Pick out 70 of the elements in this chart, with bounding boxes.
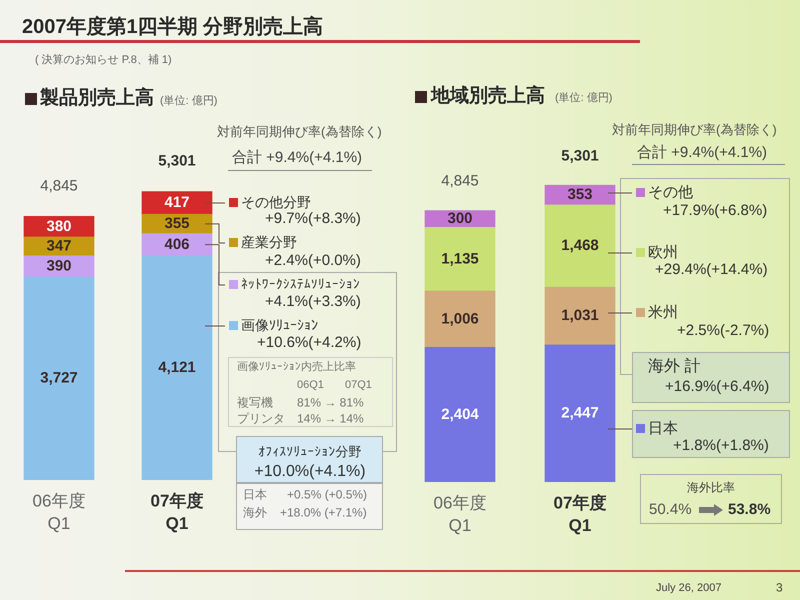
text: 2007年度第1四半期 分野別売上高 bbox=[22, 16, 324, 38]
data-label: 1,468 bbox=[561, 237, 599, 254]
text: +10.6%(+4.2%) bbox=[257, 334, 362, 352]
text: 53.8% bbox=[728, 500, 771, 518]
legend-label: その他 bbox=[648, 184, 693, 202]
text: +2.5%(-2.7%) bbox=[677, 322, 770, 340]
text: 画像ｿﾘｭｰｼｮﾝ内売上比率 bbox=[237, 360, 356, 374]
chart-subtitle: (単位: 億円) bbox=[555, 92, 612, 104]
x-tick-label: 07年度 Q1 bbox=[554, 494, 606, 535]
text: 複写機 bbox=[237, 395, 273, 410]
x-tick-label: 07年度 Q1 bbox=[150, 492, 204, 533]
total-label: 5,301 bbox=[561, 147, 599, 164]
legend-label: 米州 bbox=[648, 304, 678, 322]
chart-title: 地域別売上高 bbox=[431, 86, 545, 108]
chart-title: 製品別売上高 bbox=[40, 88, 154, 110]
data-label: 2,404 bbox=[441, 406, 480, 423]
text: 海外比率 bbox=[687, 480, 735, 495]
text: 07Q1 bbox=[345, 378, 372, 392]
data-label: 347 bbox=[46, 238, 72, 255]
text: July 26, 2007 bbox=[656, 582, 722, 594]
text: 3 bbox=[776, 580, 783, 595]
total-label: 4,845 bbox=[441, 172, 479, 190]
data-label: 1,006 bbox=[441, 310, 479, 328]
x-tick-label: 06年度 Q1 bbox=[434, 494, 486, 535]
data-label: 3,727 bbox=[40, 370, 78, 387]
text: 14% → 14% bbox=[297, 411, 364, 426]
legend-label: 日本 bbox=[648, 420, 678, 438]
data-label: 355 bbox=[164, 215, 190, 232]
legend-label: 画像ｿﾘｭｰｼｮﾝ bbox=[241, 316, 318, 333]
text: 81% → 81% bbox=[297, 395, 364, 410]
data-label: 2,447 bbox=[561, 404, 599, 422]
text: +2.4%(+0.0%) bbox=[265, 252, 361, 270]
legend-label: その他分野 bbox=[241, 194, 311, 210]
text: ( 決算のお知らせ P.8、補 1) bbox=[35, 54, 172, 66]
text: +1.8%(+1.8%) bbox=[673, 436, 769, 454]
total-label: 5,301 bbox=[158, 152, 196, 170]
text: プリンタ bbox=[237, 411, 285, 426]
legend-label: 欧州 bbox=[648, 244, 678, 262]
legend-label: 産業分野 bbox=[241, 234, 297, 250]
text: 対前年同期伸び率(為替除く) bbox=[612, 122, 777, 138]
text: +17.9%(+6.8%) bbox=[663, 202, 768, 220]
data-label: 353 bbox=[567, 186, 593, 204]
data-label: 4,121 bbox=[158, 358, 196, 376]
data-label: 417 bbox=[164, 194, 190, 212]
text: 海外 計 bbox=[648, 358, 700, 376]
total-label: 4,845 bbox=[40, 177, 78, 194]
data-label: 300 bbox=[447, 210, 473, 228]
chart-subtitle: (単位: 億円) bbox=[160, 94, 218, 108]
data-label: 390 bbox=[46, 258, 72, 275]
text: 06Q1 bbox=[297, 378, 324, 392]
x-tick-label: 06年度 Q1 bbox=[32, 492, 86, 533]
text: +18.0% (+7.1%) bbox=[280, 505, 367, 520]
text: 合計 +9.4%(+4.1%) bbox=[637, 144, 768, 162]
text: +0.5% (+0.5%) bbox=[287, 487, 368, 502]
data-label: 406 bbox=[164, 236, 190, 253]
text: +4.1%(+3.3%) bbox=[265, 292, 361, 310]
text: 日本 bbox=[243, 487, 267, 502]
text: 50.4% bbox=[649, 500, 692, 518]
text: +10.0%(+4.1%) bbox=[254, 463, 366, 481]
data-label: 380 bbox=[46, 218, 72, 235]
text: 対前年同期伸び率(為替除く) bbox=[217, 124, 382, 140]
text: 海外 bbox=[243, 505, 267, 520]
text: +16.9%(+6.4%) bbox=[665, 378, 770, 396]
legend-label: ﾈｯﾄﾜｰｸｼｽﾃﾑｿﾘｭｰｼｮﾝ bbox=[241, 276, 360, 292]
data-label: 1,135 bbox=[441, 250, 479, 268]
text: ｵﾌｨｽｿﾘｭｰｼｮﾝ分野 bbox=[258, 444, 362, 460]
text: +29.4%(+14.4%) bbox=[655, 260, 768, 278]
text: 合計 +9.4%(+4.1%) bbox=[232, 148, 362, 166]
text: +9.7%(+8.3%) bbox=[265, 210, 361, 228]
data-label: 1,031 bbox=[561, 307, 599, 324]
